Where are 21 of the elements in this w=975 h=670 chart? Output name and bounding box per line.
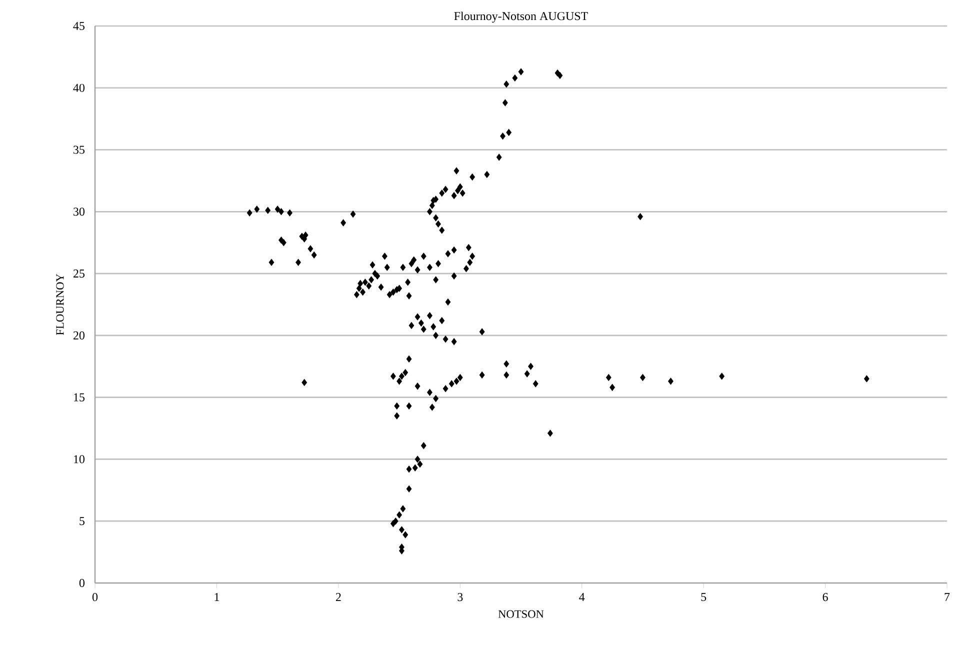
y-tick-label: 30 (74, 208, 85, 216)
x-tick-label: 5 (701, 593, 706, 602)
y-tick-label: 10 (74, 455, 85, 464)
y-tick-label: 5 (80, 517, 85, 526)
y-axis-title: FLOURNOY (56, 274, 64, 336)
x-tick-label: 6 (822, 593, 828, 602)
y-tick-label: 15 (74, 393, 85, 402)
x-tick-label: 7 (944, 593, 950, 601)
x-tick-label: 3 (458, 593, 463, 602)
chart-title: Flournoy-Notson AUGUST (454, 12, 588, 23)
y-tick-label: 40 (73, 84, 85, 92)
x-axis-title: NOTSON (498, 610, 544, 618)
y-tick-label: 35 (74, 146, 85, 154)
y-tick-label: 45 (73, 22, 85, 30)
y-tick-label: 20 (73, 331, 85, 340)
x-tick-label: 1 (214, 593, 220, 601)
x-tick-label: 4 (579, 593, 585, 601)
y-tick-label: 0 (79, 578, 85, 588)
y-tick-label: 25 (73, 270, 85, 278)
x-tick-label: 2 (336, 593, 341, 601)
x-tick-label: 0 (92, 593, 98, 602)
